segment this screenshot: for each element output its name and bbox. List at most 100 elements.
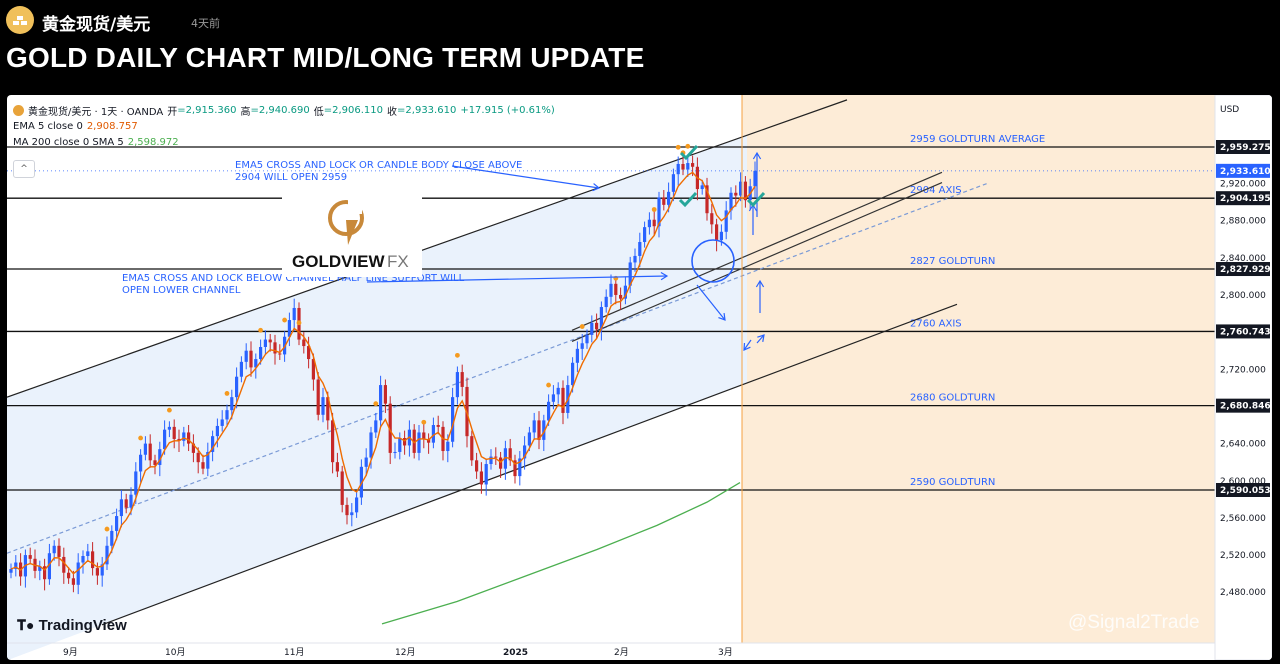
candle-body [52, 545, 56, 554]
candle-body [364, 457, 368, 467]
candle-body [225, 410, 229, 420]
candle-body [575, 348, 579, 363]
candle-body [638, 242, 642, 256]
level-label-3: 2760 AXIS [910, 318, 962, 329]
candle-body [556, 387, 560, 395]
legend-open: =2,915.360 [177, 104, 237, 116]
annotation-arrow-lower [366, 275, 668, 283]
legend-low-label: 低 [313, 106, 324, 118]
candle-body [115, 516, 119, 531]
price-axis-currency: USD [1220, 105, 1239, 115]
candle-body [455, 372, 459, 398]
candle-body [28, 555, 32, 559]
candle-body [527, 432, 531, 446]
candle-body [100, 564, 104, 576]
candle-body [743, 181, 747, 201]
signal-dot [455, 352, 460, 358]
candle-body [427, 438, 431, 443]
chart-legend: 黄金现货/美元 · 1天 · OANDA 开 =2,915.360 高 =2,940… [13, 102, 555, 150]
level-tag-bg-3 [1216, 324, 1270, 339]
arrow-down-lower-head [743, 342, 751, 351]
candle-body [475, 460, 479, 472]
logo-fx: FX [387, 252, 409, 271]
level-tag-1: 2,904.195 [1220, 194, 1271, 204]
candlestick-chart[interactable]: 2959 GOLDTURN AVERAGE 2904 AXIS 2827 GOLDT… [7, 95, 1272, 660]
candle-body [518, 458, 522, 477]
chart-panel[interactable]: 2959 GOLDTURN AVERAGE 2904 AXIS 2827 GOLDT… [7, 95, 1272, 660]
candle-body [86, 551, 90, 557]
candle-body [95, 568, 99, 576]
channel-name[interactable]: 黄金现货/美元 [42, 15, 151, 35]
candle-body [302, 339, 306, 347]
support-band-bottom [571, 182, 943, 342]
candle-body [143, 443, 147, 455]
channel-avatar[interactable] [6, 6, 34, 34]
candle-body [47, 553, 51, 580]
candle-body [599, 307, 603, 330]
signal-dot [282, 317, 287, 323]
annotation-arrow-upper [451, 165, 600, 189]
candle-body [81, 556, 85, 563]
legend-close: =2,933.610 [397, 104, 457, 116]
candle-body [259, 346, 263, 360]
candle-body [470, 436, 474, 461]
level-label-2: 2827 GOLDTURN [910, 256, 995, 267]
level-tag-bg-1 [1216, 191, 1270, 206]
candle-body [479, 471, 483, 485]
candle-body [158, 449, 162, 465]
tradingview-brand: 𝐓● TradingView [17, 617, 127, 634]
candle-body [239, 361, 243, 377]
goldview-logo-mark: GOLDVIEW FX [292, 200, 409, 271]
legend-change: +17.915 (+0.61%) [460, 104, 555, 116]
candle-body [403, 438, 407, 446]
candle-body [244, 350, 248, 362]
candle-body [422, 432, 426, 439]
candle-body [177, 438, 181, 441]
signal-dot [421, 419, 427, 425]
x-tick-label: 12月 [395, 647, 415, 658]
candle-body [580, 343, 584, 349]
candle-body [739, 181, 743, 196]
candle-body [134, 471, 138, 495]
candle-body [167, 426, 171, 430]
candle-body [676, 163, 680, 175]
level-label-1: 2904 AXIS [910, 185, 962, 196]
candle-body [62, 556, 66, 573]
channel-lower-line [101, 303, 958, 626]
candle-body [124, 499, 128, 508]
candle-body [311, 359, 315, 380]
y-tick-label: 2,520.000 [1220, 551, 1266, 561]
candle-body [686, 163, 690, 170]
candle-body [148, 443, 152, 461]
candle-body [335, 462, 339, 472]
price-axis [1214, 95, 1272, 660]
legend-ma-row[interactable]: MA 200 close 0 SMA 5 2,598.972 [13, 134, 555, 150]
annotation-lower-line2: OPEN LOWER CHANNEL [122, 285, 241, 296]
candle-body [345, 504, 349, 516]
level-tag-5: 2,590.053 [1220, 486, 1271, 496]
candle-body [719, 231, 723, 241]
candle-body [633, 255, 637, 263]
support-band-top [571, 171, 943, 331]
signal-dot [138, 435, 144, 441]
post-header: 黄金现货/美元 4天前 [0, 0, 1280, 44]
candle-body [153, 460, 157, 465]
candle-body [235, 376, 239, 398]
candle-body [451, 397, 455, 442]
y-tick-label: 2,840.000 [1220, 254, 1266, 264]
x-tick-label: 3月 [718, 647, 733, 658]
signal-dot [167, 407, 172, 413]
level-tag-2: 2,827.929 [1220, 265, 1271, 275]
candle-body [307, 346, 311, 360]
arrow-up-mid-head [755, 279, 765, 288]
candle-body [196, 452, 200, 463]
candle-body [652, 219, 656, 227]
candle-body [609, 283, 613, 297]
legend-symbol[interactable]: 黄金现货/美元 · 1天 · OANDA [28, 106, 164, 118]
arrow-up-to-2959-head [752, 151, 762, 160]
signal-dot [546, 382, 551, 388]
legend-ema-row[interactable]: EMA 5 close 0 2,908.757 [13, 118, 555, 134]
candle-body [484, 464, 488, 485]
ema5-label: EMA 5 close 0 [13, 120, 83, 132]
legend-collapse-button[interactable]: ^ [13, 160, 35, 178]
